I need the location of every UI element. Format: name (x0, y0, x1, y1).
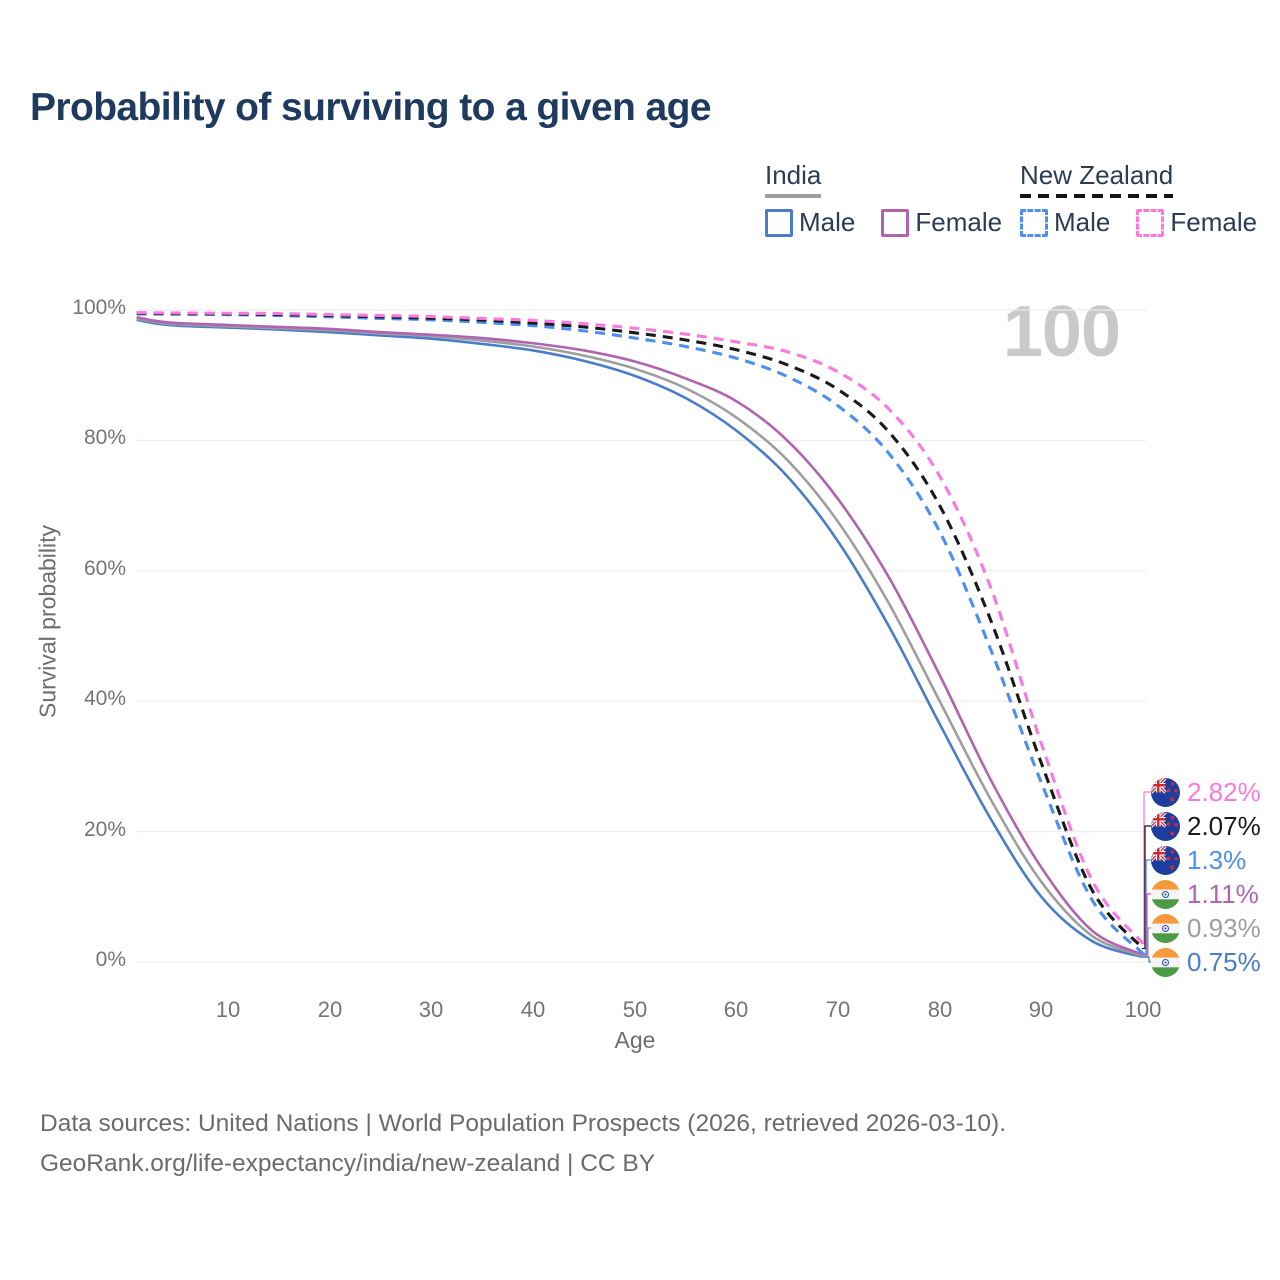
end-label-nz-female: 2.82% (1151, 777, 1261, 807)
india-flag-icon (1151, 913, 1180, 943)
end-label-leader (1142, 791, 1152, 945)
new-zealand-flag-icon (1151, 845, 1180, 875)
y-tick-100: 100% (72, 296, 126, 319)
data-sources-line1: Data sources: United Nations | World Pop… (40, 1110, 1007, 1137)
x-tick-10: 10 (215, 997, 241, 1022)
y-tick-20: 20% (83, 818, 126, 841)
x-tick-60: 60 (723, 997, 749, 1022)
legend-group-india: India Male Female (765, 160, 1002, 238)
data-sources-line2: GeoRank.org/life-expectancy/india/new-ze… (40, 1150, 656, 1177)
india-flag-icon (1151, 947, 1180, 977)
legend-nz-female[interactable]: Female (1136, 207, 1257, 238)
end-value-india-female: 1.11% (1187, 878, 1259, 909)
legend-india-male[interactable]: Male (765, 207, 855, 238)
hovered-age-watermark: 100 (1002, 292, 1121, 372)
y-tick-80: 80% (83, 426, 126, 449)
chart-title: Probability of surviving to a given age (30, 86, 712, 129)
end-label-india-combined: 0.93% (1151, 913, 1261, 943)
x-tick-20: 20 (317, 997, 343, 1022)
x-axis-title: Age (614, 1027, 656, 1053)
end-label-leader (1142, 893, 1152, 956)
legend-india-female[interactable]: Female (881, 207, 1002, 238)
x-tick-50: 50 (622, 997, 648, 1022)
india-female-checkbox[interactable] (881, 208, 910, 237)
x-tick-90: 90 (1028, 997, 1054, 1022)
end-value-india-male: 0.75% (1187, 946, 1261, 977)
line-new-zealand-female (136, 311, 1145, 945)
end-label-nz-combined: 2.07% (1151, 811, 1261, 841)
nz-combined-line-swatch (1020, 194, 1174, 198)
end-label-india-male: 0.75% (1151, 947, 1261, 977)
end-label-leader (1142, 956, 1152, 963)
line-india-male (136, 318, 1144, 959)
end-value-india-combined: 0.93% (1187, 912, 1261, 943)
nz-female-checkbox[interactable] (1136, 208, 1165, 237)
legend-nz-header[interactable]: New Zealand (1020, 160, 1174, 198)
x-tick-40: 40 (520, 997, 546, 1022)
legend-group-new-zealand: New Zealand Male Female (1020, 160, 1257, 238)
legend-nz-label: New Zealand (1020, 160, 1174, 190)
nz-female-label: Female (1170, 207, 1258, 237)
end-value-nz-combined: 2.07% (1187, 810, 1261, 841)
india-male-label: Male (799, 207, 856, 237)
y-tick-40: 40% (83, 687, 126, 710)
india-flag-icon (1151, 879, 1180, 909)
end-label-leader (1142, 927, 1152, 957)
new-zealand-flag-icon (1151, 777, 1180, 807)
line-new-zealand-male (136, 312, 1145, 955)
line-india-female (136, 315, 1144, 956)
data-sources: Data sources: United Nations | World Pop… (40, 1104, 1006, 1184)
x-tick-30: 30 (418, 997, 444, 1022)
legend-india-header[interactable]: India (765, 160, 822, 198)
end-value-nz-female: 2.82% (1187, 776, 1261, 807)
india-female-label: Female (915, 207, 1003, 237)
y-tick-60: 60% (83, 557, 126, 580)
y-tick-0: 0% (95, 948, 126, 971)
end-value-nz-male: 1.3% (1187, 844, 1247, 875)
nz-male-label: Male (1054, 207, 1111, 237)
india-male-checkbox[interactable] (765, 208, 793, 237)
new-zealand-flag-icon (1151, 811, 1180, 841)
india-combined-line-swatch (765, 194, 822, 198)
line-new-zealand (136, 311, 1145, 950)
end-label-leader (1142, 825, 1152, 950)
end-label-leader (1142, 859, 1152, 955)
end-label-nz-male: 1.3% (1151, 845, 1246, 875)
x-tick-100: 100 (1124, 997, 1162, 1022)
legend-nz-male[interactable]: Male (1020, 207, 1110, 238)
end-label-india-female: 1.11% (1151, 879, 1259, 909)
x-tick-70: 70 (825, 997, 851, 1022)
line-india (136, 317, 1144, 958)
x-tick-80: 80 (927, 997, 953, 1022)
legend-india-label: India (765, 160, 822, 190)
nz-male-checkbox[interactable] (1020, 208, 1048, 237)
